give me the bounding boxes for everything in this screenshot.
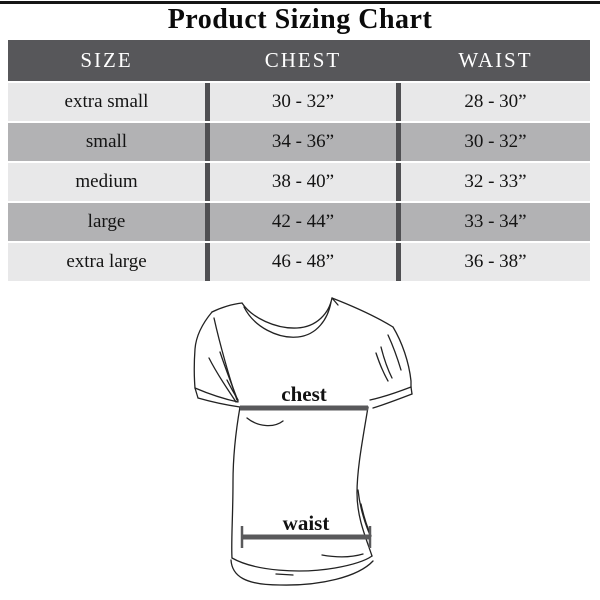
tshirt-hem — [275, 573, 294, 576]
column-divider — [205, 123, 210, 161]
table-row: extra large 46 - 48” 36 - 38” — [8, 243, 590, 281]
waist-cell: 33 - 34” — [401, 203, 590, 241]
tshirt-hem — [231, 555, 373, 572]
tshirt-hem — [230, 559, 374, 586]
column-header-chest: CHEST — [264, 48, 342, 72]
table-row: medium 38 - 40” 32 - 33” — [8, 163, 590, 201]
waist-cell: 28 - 30” — [401, 83, 590, 121]
tshirt-outline — [211, 302, 243, 313]
size-cell: small — [8, 123, 205, 161]
tshirt-wrinkle — [387, 334, 402, 371]
tshirt-outline — [372, 393, 413, 409]
waist-cell: 36 - 38” — [401, 243, 590, 281]
tshirt-outline — [369, 386, 412, 401]
header-divider — [396, 40, 401, 81]
table-row: extra small 30 - 32” 28 - 30” — [8, 83, 590, 121]
size-cell: extra small — [8, 83, 205, 121]
tshirt-wrinkle — [208, 357, 237, 403]
chest-cell: 38 - 40” — [210, 163, 396, 201]
table-header-row: SIZE CHEST WAIST — [8, 40, 590, 81]
chest-cell: 42 - 44” — [210, 203, 396, 241]
table-row: large 42 - 44” 33 - 34” — [8, 203, 590, 241]
tshirt-wrinkle — [226, 379, 239, 401]
column-divider — [205, 203, 210, 241]
page-title: Product Sizing Chart — [167, 4, 433, 35]
chest-cell: 46 - 48” — [210, 243, 396, 281]
tshirt-hem — [321, 553, 364, 558]
size-cell: extra large — [8, 243, 205, 281]
table-row: small 34 - 36” 30 - 32” — [8, 123, 590, 161]
top-border-bar — [0, 1, 600, 4]
column-divider — [396, 83, 401, 121]
tshirt-wrinkle — [380, 346, 393, 379]
tshirt-collar-outline — [243, 301, 332, 338]
tshirt-collar-outline — [331, 297, 339, 306]
size-cell: large — [8, 203, 205, 241]
tshirt-wrinkle — [375, 352, 389, 382]
chest-cell: 30 - 32” — [210, 83, 396, 121]
tshirt-outline — [194, 387, 239, 403]
column-divider — [205, 243, 210, 281]
column-divider — [396, 203, 401, 241]
tshirt-wrinkle — [246, 417, 284, 427]
tshirt-measurement-diagram: chest waist — [193, 297, 413, 586]
tshirt-outline — [331, 297, 394, 328]
column-header-size: SIZE — [80, 48, 133, 72]
tshirt-wrinkle — [219, 351, 239, 402]
tshirt-outline — [194, 387, 199, 399]
sizing-table: SIZE CHEST WAIST extra small 30 - 32” 28… — [8, 40, 590, 283]
tshirt-outline — [410, 386, 413, 395]
tshirt-outline — [392, 326, 412, 388]
tshirt-outline — [193, 311, 213, 389]
tshirt-collar-outline — [241, 297, 333, 329]
waist-cell: 30 - 32” — [401, 123, 590, 161]
tshirt-outline — [197, 397, 241, 408]
size-cell: medium — [8, 163, 205, 201]
column-divider — [205, 83, 210, 121]
column-divider — [396, 123, 401, 161]
waist-measure-label: waist — [283, 511, 330, 535]
tshirt-outline — [231, 406, 241, 559]
column-divider — [396, 243, 401, 281]
column-divider — [205, 163, 210, 201]
chest-cell: 34 - 36” — [210, 123, 396, 161]
chest-measure-label: chest — [281, 382, 327, 406]
header-divider — [205, 40, 210, 81]
column-divider — [396, 163, 401, 201]
column-header-waist: WAIST — [458, 48, 533, 72]
waist-cell: 32 - 33” — [401, 163, 590, 201]
